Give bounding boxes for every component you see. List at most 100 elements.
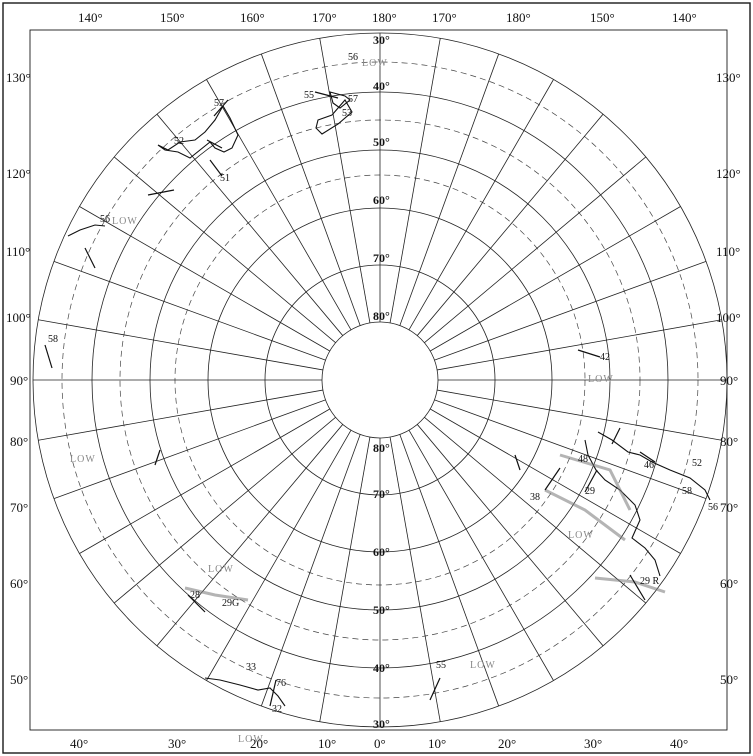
edge-label: 180° — [506, 10, 531, 25]
station-value: 57 — [348, 94, 358, 105]
meridian-line — [113, 156, 336, 344]
station-value: 55 — [304, 90, 314, 101]
meridian-line — [389, 38, 441, 323]
latitude-labels-top: 30° 40° 50° 60° 70° 80° — [373, 33, 390, 323]
edge-label: 60° — [720, 576, 738, 591]
edge-label: 50° — [10, 672, 28, 687]
lat-label: 60° — [373, 545, 390, 559]
meridian-line — [416, 113, 604, 336]
edge-label: 170° — [432, 10, 457, 25]
meridian-line — [430, 408, 681, 554]
meridian-line — [416, 424, 604, 647]
meridian-line — [424, 416, 647, 604]
side-value: 29G — [222, 598, 239, 609]
edge-label: 80° — [10, 434, 28, 449]
meridian-line — [437, 319, 722, 371]
edge-label: 10° — [318, 736, 336, 751]
low-label-3: LOW — [70, 454, 96, 465]
edge-label: 130° — [716, 70, 741, 85]
edge-label: 150° — [590, 10, 615, 25]
meridian-line — [53, 260, 326, 361]
meridian-line — [389, 437, 441, 722]
edge-label: 30° — [584, 736, 602, 751]
south-america-coast — [584, 431, 711, 577]
low-label-8: LOW — [568, 530, 594, 541]
meridian-line — [79, 206, 330, 352]
edge-label: 150° — [160, 10, 185, 25]
pressure-labels: LOW LOW LOW LOW LOW LOW LOW LOW — [70, 58, 614, 745]
meridian-line — [319, 437, 371, 722]
edge-label: 100° — [6, 310, 31, 325]
low-label-4: LOW — [208, 564, 234, 575]
station-value: 28 — [190, 590, 200, 601]
station-value: 52 — [692, 458, 702, 469]
low-label-1: LOW — [362, 58, 388, 69]
latitude-labels-bottom: 80° 70° 60° 50° 40° 30° — [373, 441, 390, 731]
edge-label: 60° — [10, 576, 28, 591]
meridian-line — [156, 424, 344, 647]
meridian-line — [399, 434, 500, 707]
edge-label: 70° — [10, 500, 28, 515]
left-edge-labels: 130° 120° 110° 100° 90° 80° 70° 60° 50° — [6, 70, 31, 687]
meridian-line — [424, 156, 647, 344]
station-value: 42 — [600, 352, 610, 363]
top-longitude-labels: 140° 150° 160° 170° 180° 170° 180° 150° … — [78, 10, 697, 25]
edge-label: 20° — [250, 736, 268, 751]
lat-label: 40° — [373, 79, 390, 93]
lat-label: 80° — [373, 441, 390, 455]
meridian-line — [434, 399, 707, 500]
meridian-line — [399, 53, 500, 326]
edge-label: 0° — [374, 736, 386, 751]
western-coast — [67, 224, 106, 237]
station-value: 48 — [578, 454, 588, 465]
longitude-meridians — [33, 33, 727, 727]
meridian-line — [113, 416, 336, 604]
edge-label: 110° — [716, 244, 740, 259]
lat-label: 30° — [373, 33, 390, 47]
coastlines — [67, 91, 711, 707]
edge-label: 100° — [716, 310, 741, 325]
station-value: 58 — [48, 334, 58, 345]
meridian-line — [79, 408, 330, 554]
meridian-line — [408, 79, 554, 330]
station-value: 56 — [100, 214, 110, 225]
lat-label: 30° — [373, 717, 390, 731]
meridian-line — [38, 319, 323, 371]
meridian-line — [260, 434, 361, 707]
meridian-line — [434, 260, 707, 361]
station-values: 56 55 57 53 57 52 51 56 58 42 46 52 58 5… — [48, 52, 718, 715]
edge-label: 170° — [312, 10, 337, 25]
edge-label: 90° — [10, 373, 28, 388]
station-value: 38 — [530, 492, 540, 503]
edge-label: 160° — [240, 10, 265, 25]
edge-label: 120° — [6, 166, 31, 181]
africa-coast — [204, 677, 286, 707]
edge-label: 90° — [720, 373, 738, 388]
station-value: 33 — [246, 662, 256, 673]
station-value: 58 — [682, 486, 692, 497]
station-value: 76 — [276, 678, 286, 689]
lat-label: 70° — [373, 251, 390, 265]
lat-label: 40° — [373, 661, 390, 675]
precipitation-shading — [184, 453, 666, 602]
meridian-line — [53, 399, 326, 500]
wind-arrows — [44, 91, 656, 707]
station-value: 51 — [220, 173, 230, 184]
meridian-line — [206, 430, 352, 681]
new-zealand-coast — [315, 91, 353, 135]
bottom-longitude-labels: 40° 30° 20° 10° 0° 10° 20° 30° 40° — [70, 736, 688, 751]
station-value: 29 — [585, 486, 595, 497]
station-value: 56 — [348, 52, 358, 63]
low-label-7: LOW — [588, 374, 614, 385]
station-value: 55 — [436, 660, 446, 671]
meridian-line — [206, 79, 352, 330]
edge-label: 10° — [428, 736, 446, 751]
edge-label: 70° — [720, 500, 738, 515]
edge-label: 20° — [498, 736, 516, 751]
edge-label: 180° — [372, 10, 397, 25]
station-value: 57 — [214, 98, 224, 109]
right-edge-labels: 130° 120° 110° 100° 90° 80° 70° 60° 50° — [716, 70, 741, 687]
station-value: 56 — [708, 502, 718, 513]
edge-label: 120° — [716, 166, 741, 181]
